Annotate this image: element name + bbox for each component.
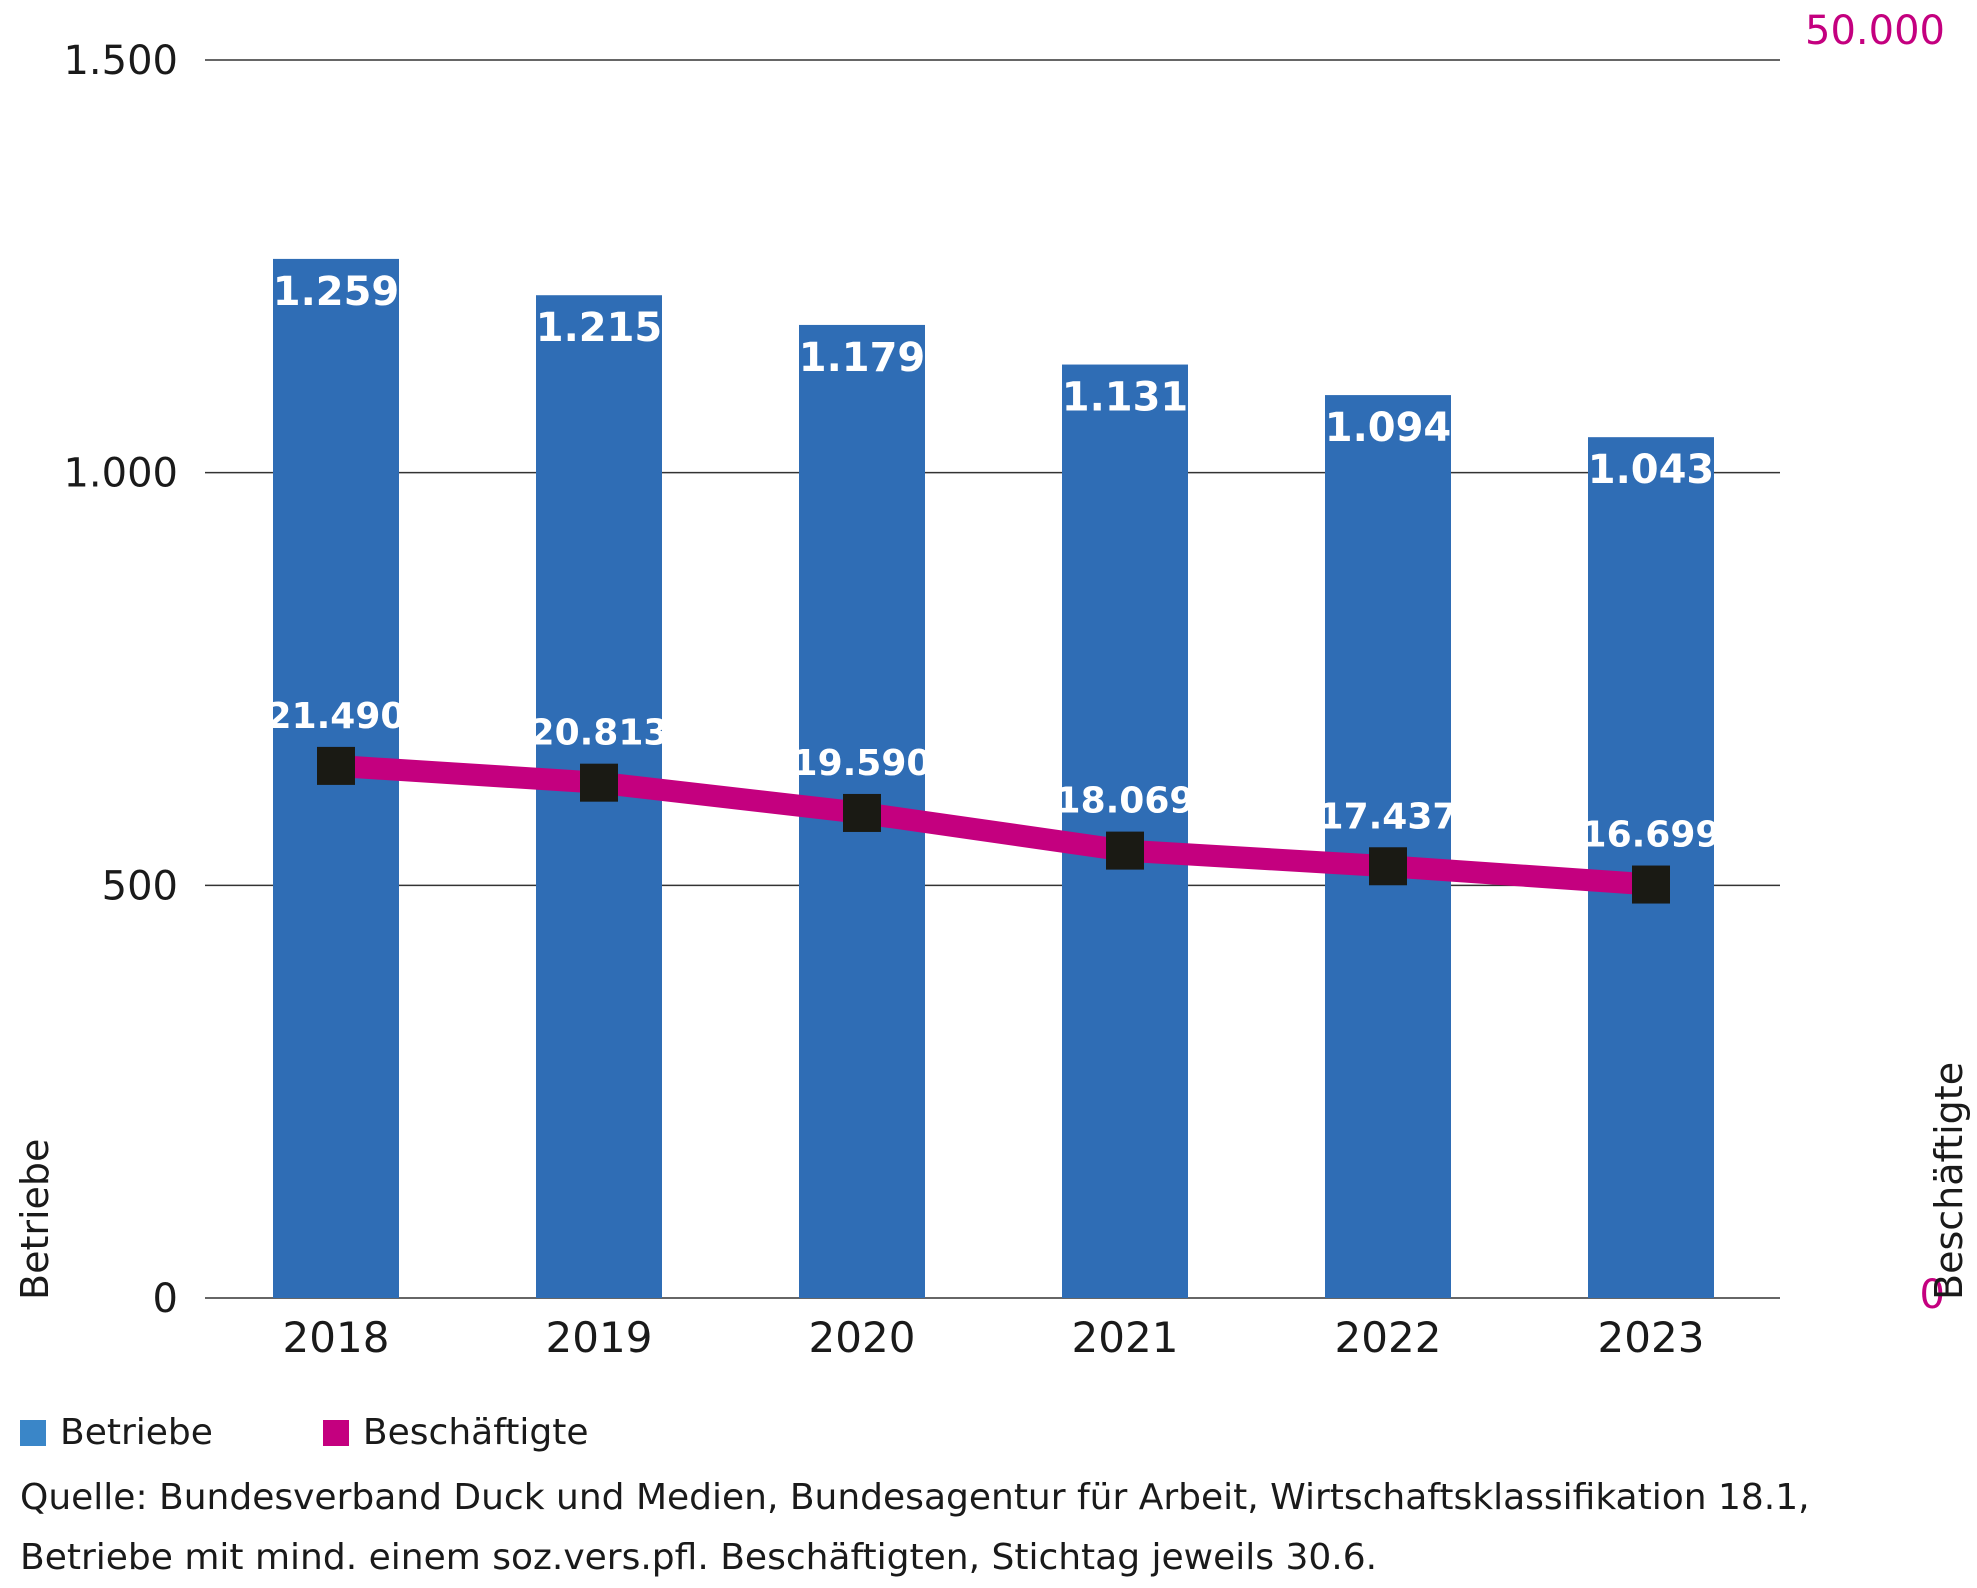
- bar-label-2023: 1.043: [1588, 447, 1715, 493]
- line-marker-2020: [843, 793, 881, 832]
- y-right-axis-title: Beschäftigte: [1927, 1062, 1971, 1300]
- bar-label-2020: 1.179: [799, 335, 926, 381]
- line-label-2022: 17.437: [1319, 796, 1458, 837]
- line-path-beschaeftigte: [335, 754, 1652, 896]
- bar-label-2018: 1.259: [273, 269, 400, 315]
- line-marker-2019: [580, 763, 618, 802]
- line-marker-2022: [1369, 847, 1407, 886]
- axes: 0 500 1.000 1.500 50.000 0 Betriebe Beschäftigt…: [13, 8, 1971, 1362]
- line-label-2023: 16.699: [1582, 815, 1721, 856]
- line-label-2020: 19.590: [793, 743, 932, 784]
- legend-item-betriebe: Betriebe: [20, 1412, 213, 1453]
- x-tick-label-2023: 2023: [1598, 1313, 1705, 1362]
- combo-chart: 1.259 1.215 1.179 1.131 1.094 1.043 21.490 20.…: [13, 8, 1971, 1362]
- source-note: Quelle: Bundesverband Duck und Medien, B…: [20, 1468, 1960, 1588]
- bar-2021: [1062, 364, 1188, 1299]
- line-marker-2018: [317, 746, 355, 785]
- y-left-tick-label: 1.000: [63, 451, 178, 497]
- bar-label-2019: 1.215: [536, 305, 663, 351]
- y-left-axis-title: Betriebe: [13, 1139, 57, 1300]
- source-line-2: Betriebe mit mind. einem soz.vers.pfl. B…: [20, 1537, 1378, 1578]
- y-right-tick-label-min: 0: [1920, 1272, 1945, 1318]
- line-marker-2023: [1632, 865, 1670, 904]
- legend-item-beschaeftigte: Beschäftigte: [322, 1412, 589, 1453]
- x-tick-label-2019: 2019: [546, 1313, 653, 1362]
- legend-swatch-beschaeftigte: [322, 1419, 349, 1446]
- legend: Betriebe Beschäftigte: [20, 1412, 698, 1453]
- gridlines: [205, 59, 1780, 1299]
- x-tick-label-2020: 2020: [809, 1313, 916, 1362]
- line-label-2021: 18.069: [1056, 781, 1195, 822]
- y-right-tick-label-max: 50.000: [1805, 8, 1945, 54]
- y-left-tick-label: 0: [153, 1276, 178, 1322]
- bar-label-2021: 1.131: [1062, 375, 1189, 421]
- legend-swatch-betriebe: [20, 1419, 46, 1446]
- source-line-1: Quelle: Bundesverband Duck und Medien, B…: [20, 1477, 1810, 1518]
- legend-label-beschaeftigte: Beschäftigte: [362, 1412, 589, 1453]
- line-label-2019: 20.813: [530, 713, 669, 754]
- line-beschaeftigte: 21.490 20.813 19.590 18.069 17.437 16.699: [267, 696, 1721, 904]
- y-left-tick-label: 1.500: [63, 38, 178, 84]
- x-tick-label-2022: 2022: [1335, 1313, 1442, 1362]
- x-tick-label-2021: 2021: [1072, 1313, 1179, 1362]
- y-left-tick-label: 500: [102, 863, 178, 909]
- legend-label-betriebe: Betriebe: [60, 1412, 213, 1453]
- bar-2022: [1325, 395, 1451, 1298]
- bar-label-2022: 1.094: [1325, 405, 1452, 451]
- x-tick-label-2018: 2018: [283, 1313, 390, 1362]
- line-label-2018: 21.490: [267, 696, 406, 737]
- line-marker-2021: [1106, 831, 1144, 870]
